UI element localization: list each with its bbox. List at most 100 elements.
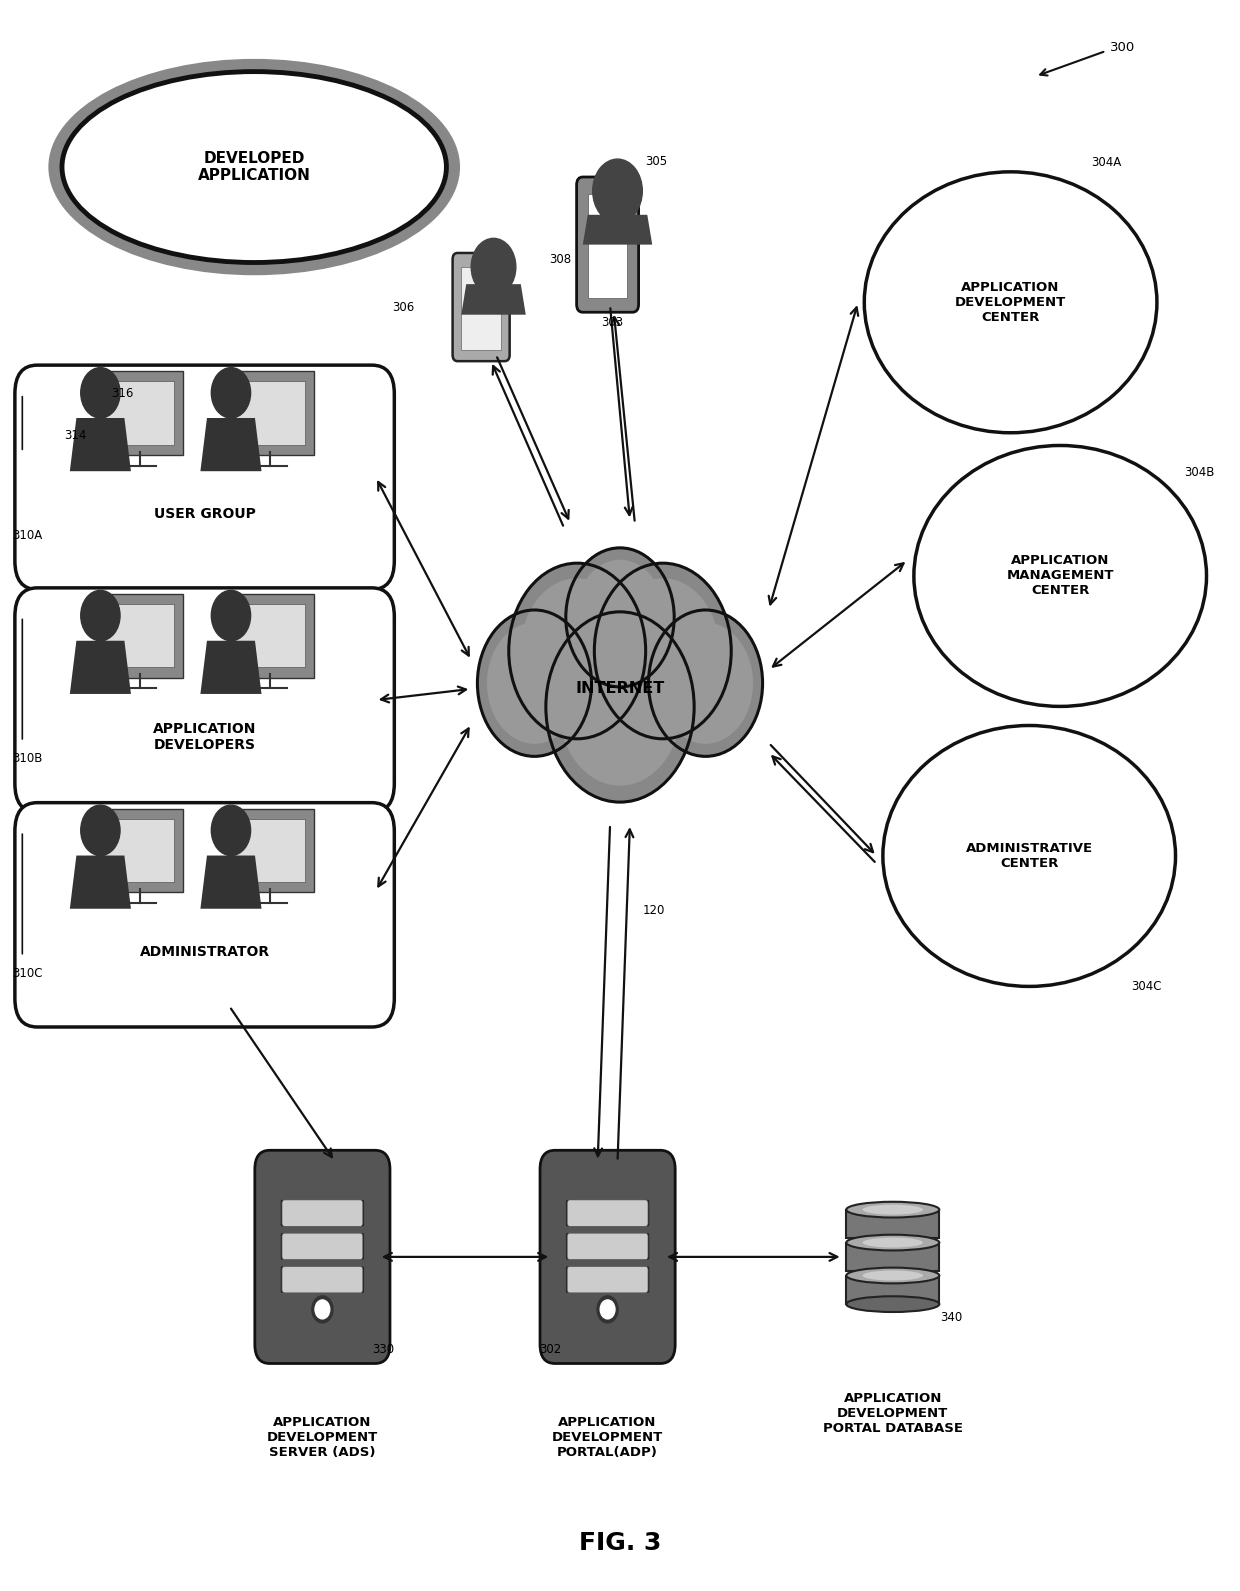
Text: APPLICATION
DEVELOPERS: APPLICATION DEVELOPERS	[153, 722, 257, 753]
Circle shape	[546, 613, 694, 802]
Polygon shape	[846, 1209, 940, 1238]
Polygon shape	[846, 1276, 940, 1305]
FancyBboxPatch shape	[577, 177, 639, 312]
FancyBboxPatch shape	[97, 593, 184, 678]
Polygon shape	[201, 418, 262, 471]
Circle shape	[211, 590, 250, 641]
FancyBboxPatch shape	[15, 803, 394, 1028]
Ellipse shape	[846, 1235, 940, 1251]
Circle shape	[565, 547, 675, 687]
Ellipse shape	[846, 1297, 940, 1313]
Polygon shape	[846, 1243, 940, 1271]
Text: DEVELOPED
APPLICATION: DEVELOPED APPLICATION	[197, 151, 311, 183]
Text: 300: 300	[1110, 41, 1135, 54]
Text: 340: 340	[940, 1311, 962, 1324]
FancyBboxPatch shape	[565, 1200, 650, 1227]
Text: 304A: 304A	[1091, 156, 1121, 169]
Polygon shape	[69, 856, 131, 908]
FancyBboxPatch shape	[280, 1200, 365, 1227]
FancyBboxPatch shape	[567, 1266, 649, 1293]
Circle shape	[649, 609, 763, 756]
FancyBboxPatch shape	[236, 382, 305, 445]
Polygon shape	[583, 215, 652, 245]
FancyBboxPatch shape	[105, 819, 175, 883]
Circle shape	[593, 159, 642, 223]
FancyBboxPatch shape	[236, 819, 305, 883]
Circle shape	[658, 624, 753, 743]
Text: 304B: 304B	[1184, 466, 1214, 479]
Text: 302: 302	[539, 1343, 562, 1356]
Text: INTERNET: INTERNET	[575, 681, 665, 697]
FancyBboxPatch shape	[255, 1150, 389, 1363]
Circle shape	[81, 805, 120, 856]
Text: 306: 306	[392, 301, 414, 313]
FancyBboxPatch shape	[105, 605, 175, 668]
FancyBboxPatch shape	[461, 267, 501, 350]
Ellipse shape	[863, 1271, 923, 1281]
Polygon shape	[201, 641, 262, 694]
FancyBboxPatch shape	[565, 1266, 650, 1293]
Text: 304C: 304C	[1131, 980, 1162, 993]
FancyBboxPatch shape	[280, 1233, 365, 1260]
Ellipse shape	[864, 172, 1157, 433]
Circle shape	[606, 579, 719, 722]
Text: FIG. 3: FIG. 3	[579, 1531, 661, 1556]
FancyBboxPatch shape	[281, 1200, 363, 1227]
Text: APPLICATION
DEVELOPMENT
SERVER (ADS): APPLICATION DEVELOPMENT SERVER (ADS)	[267, 1416, 378, 1459]
FancyBboxPatch shape	[97, 808, 184, 893]
Ellipse shape	[914, 445, 1207, 706]
FancyBboxPatch shape	[567, 1233, 649, 1260]
FancyBboxPatch shape	[15, 366, 394, 590]
FancyBboxPatch shape	[227, 808, 314, 893]
Text: 310A: 310A	[12, 530, 42, 543]
Circle shape	[81, 368, 120, 418]
Circle shape	[600, 1300, 615, 1319]
Circle shape	[575, 560, 665, 675]
Polygon shape	[461, 285, 526, 315]
FancyBboxPatch shape	[565, 1233, 650, 1260]
Polygon shape	[69, 641, 131, 694]
FancyBboxPatch shape	[227, 593, 314, 678]
FancyBboxPatch shape	[281, 1233, 363, 1260]
Circle shape	[315, 1300, 330, 1319]
Circle shape	[560, 606, 680, 760]
FancyBboxPatch shape	[541, 1150, 675, 1363]
Text: APPLICATION
DEVELOPMENT
PORTAL(ADP): APPLICATION DEVELOPMENT PORTAL(ADP)	[552, 1416, 663, 1459]
Ellipse shape	[846, 1268, 940, 1284]
Polygon shape	[201, 856, 262, 908]
Circle shape	[521, 579, 634, 722]
Circle shape	[594, 563, 732, 738]
Text: ADMINISTRATIVE
CENTER: ADMINISTRATIVE CENTER	[966, 842, 1092, 870]
Text: 310C: 310C	[12, 967, 43, 980]
Ellipse shape	[883, 725, 1176, 986]
Circle shape	[598, 1295, 618, 1324]
Ellipse shape	[48, 59, 460, 275]
Circle shape	[211, 368, 250, 418]
Polygon shape	[69, 418, 131, 471]
Circle shape	[559, 628, 681, 784]
Text: 314: 314	[64, 430, 87, 442]
FancyBboxPatch shape	[236, 605, 305, 668]
FancyBboxPatch shape	[453, 253, 510, 361]
Text: ADMINISTRATOR: ADMINISTRATOR	[140, 945, 269, 958]
Text: 305: 305	[645, 154, 667, 167]
Circle shape	[471, 239, 516, 296]
Text: USER GROUP: USER GROUP	[154, 508, 255, 520]
FancyBboxPatch shape	[588, 194, 627, 298]
FancyBboxPatch shape	[227, 371, 314, 455]
Text: APPLICATION
MANAGEMENT
CENTER: APPLICATION MANAGEMENT CENTER	[1007, 554, 1114, 598]
Circle shape	[477, 609, 591, 756]
Ellipse shape	[846, 1201, 940, 1217]
Text: 310B: 310B	[12, 753, 42, 765]
FancyBboxPatch shape	[567, 1200, 649, 1227]
Text: APPLICATION
DEVELOPMENT
CENTER: APPLICATION DEVELOPMENT CENTER	[955, 280, 1066, 325]
Circle shape	[211, 805, 250, 856]
Ellipse shape	[863, 1204, 923, 1214]
Text: 316: 316	[112, 387, 134, 401]
Ellipse shape	[863, 1238, 923, 1247]
Circle shape	[81, 590, 120, 641]
FancyBboxPatch shape	[15, 587, 394, 811]
FancyBboxPatch shape	[280, 1266, 365, 1293]
Text: 308: 308	[549, 253, 572, 266]
Circle shape	[487, 624, 582, 743]
